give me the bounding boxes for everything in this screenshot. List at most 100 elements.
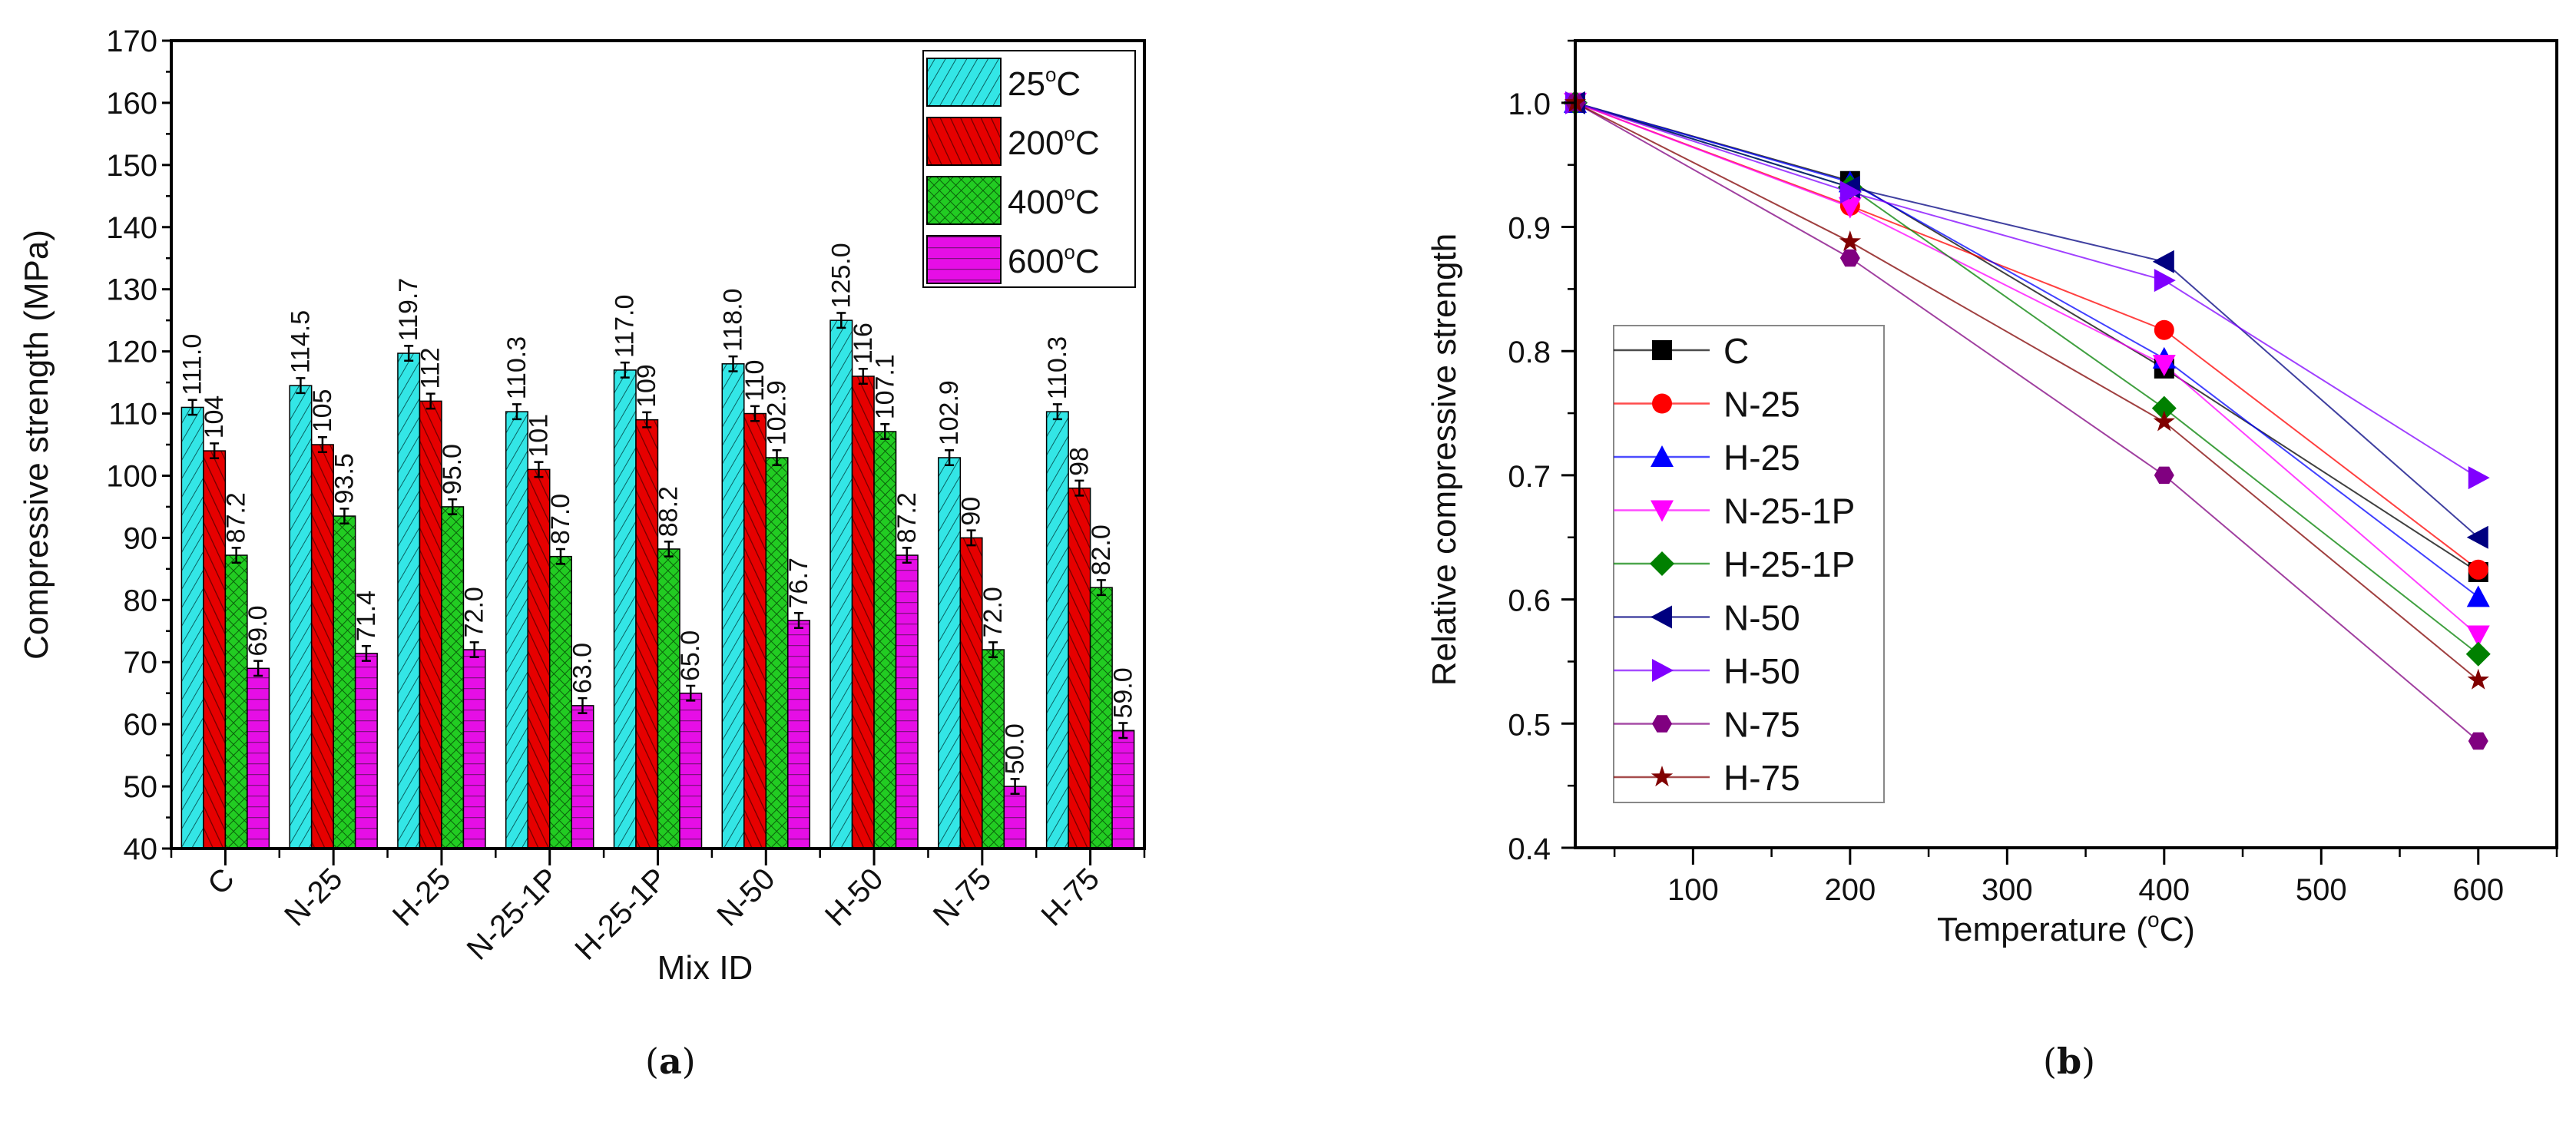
series-line-N-50 bbox=[1574, 101, 2479, 538]
y-tick-label: 70 bbox=[124, 646, 158, 680]
error-bar bbox=[858, 368, 868, 385]
error-bar bbox=[1118, 722, 1128, 740]
bar-600c-N-50 bbox=[787, 620, 811, 849]
legend-label-200c: 200oC bbox=[1008, 122, 1100, 162]
x-tick-label-N-25-1P: N-25-1P bbox=[461, 862, 565, 966]
y-tick-label: 130 bbox=[106, 273, 157, 307]
bar-600c-H-25-1P bbox=[679, 692, 703, 849]
data-point-N-75 bbox=[1839, 249, 1860, 267]
data-label: 98 bbox=[1065, 447, 1094, 476]
series-line-H-50 bbox=[1574, 101, 2479, 479]
y-tick-label: 1.0 bbox=[1508, 88, 1551, 121]
error-bar bbox=[1074, 479, 1084, 497]
bar-25c-C bbox=[180, 406, 204, 849]
data-label: 95.0 bbox=[438, 444, 467, 495]
bar-25c-H-25 bbox=[397, 352, 421, 849]
y-tick-label: 0.9 bbox=[1508, 212, 1551, 246]
data-label: 72.0 bbox=[460, 587, 489, 637]
data-label: 65.0 bbox=[676, 630, 705, 681]
y-tick-label: 40 bbox=[124, 832, 158, 866]
data-label: 112 bbox=[416, 347, 445, 389]
bar-200c-N-50 bbox=[743, 412, 767, 849]
error-bar bbox=[1096, 579, 1106, 597]
series-line-H-75 bbox=[1574, 101, 2479, 681]
celsius-c: C bbox=[1056, 65, 1081, 103]
bar-400c-N-25-1P bbox=[548, 555, 572, 849]
error-bar bbox=[361, 644, 371, 662]
data-label: 109 bbox=[632, 364, 661, 408]
y-tick-label: 60 bbox=[124, 708, 158, 742]
data-label: 63.0 bbox=[568, 643, 597, 693]
data-point-N-25-1P bbox=[2466, 625, 2490, 647]
legend-label-H-25: H-25 bbox=[1723, 438, 1800, 478]
y-tick-label: 0.4 bbox=[1508, 832, 1551, 866]
data-label: 87.0 bbox=[546, 494, 575, 544]
panel-letter-a: a bbox=[658, 1041, 682, 1082]
error-bar bbox=[750, 405, 760, 422]
panel-letter-b: b bbox=[2056, 1041, 2082, 1082]
error-bar bbox=[555, 548, 565, 565]
error-bar bbox=[425, 392, 435, 410]
data-label: 111.0 bbox=[178, 334, 207, 395]
x-axis-title-end: C) bbox=[2160, 911, 2195, 948]
data-label: 59.0 bbox=[1108, 667, 1137, 718]
degree-sign: o bbox=[2147, 908, 2160, 931]
y-tick-label: 120 bbox=[106, 336, 157, 369]
legend-temp: 600 bbox=[1008, 243, 1064, 280]
data-point-N-25 bbox=[2154, 319, 2174, 340]
legend-marker-H-25 bbox=[1651, 445, 1674, 467]
data-label: 118.0 bbox=[719, 289, 748, 352]
bar-25c-N-25-1P bbox=[505, 411, 528, 849]
x-tick-label: 200 bbox=[1824, 873, 1876, 907]
data-label: 69.0 bbox=[243, 605, 273, 656]
y-tick-label: 50 bbox=[124, 770, 158, 804]
data-label: 82.0 bbox=[1087, 524, 1116, 575]
error-bar bbox=[902, 547, 912, 564]
y-axis-title: Relative compressive strength bbox=[1425, 233, 1463, 686]
x-tick-label: 400 bbox=[2138, 873, 2190, 907]
series-line-N-25-1P bbox=[1574, 101, 2479, 637]
bar-600c-N-25 bbox=[354, 653, 378, 849]
legend-label-400c: 400oC bbox=[1008, 181, 1100, 221]
data-point-N-75 bbox=[2468, 732, 2488, 750]
legend-swatch-200c bbox=[926, 117, 1002, 166]
legend-swatch-600c bbox=[926, 235, 1002, 284]
y-tick-label: 140 bbox=[106, 211, 157, 245]
error-bar bbox=[296, 377, 306, 395]
bar-25c-H-50 bbox=[829, 319, 853, 849]
line-chart-relative-strength: 0.4 0.5 0.6 0.7 0.8 0.9 1.0 100 200 300 400 500 600 T… bbox=[1425, 39, 2558, 948]
celsius-c: C bbox=[1075, 184, 1100, 221]
error-bar bbox=[578, 697, 588, 714]
error-bar bbox=[794, 612, 804, 629]
error-bar bbox=[1052, 403, 1062, 421]
error-bar bbox=[988, 641, 998, 659]
bar-600c-N-25-1P bbox=[571, 705, 594, 849]
bar-600c-H-25 bbox=[462, 649, 486, 849]
y-tick-label: 150 bbox=[106, 149, 157, 183]
data-point-H-25-1P bbox=[2465, 641, 2491, 667]
data-label: 87.2 bbox=[222, 492, 251, 543]
data-label: 76.7 bbox=[784, 558, 813, 608]
data-label: 107.1 bbox=[870, 354, 899, 419]
legend-marker-N-50 bbox=[1651, 605, 1672, 629]
x-tick-label-H-50: H-50 bbox=[819, 862, 889, 932]
data-point-H-25-1P bbox=[2151, 395, 2177, 421]
legend: C N-25 H-25 N-25-1P H-25-1P N-50 H-50 N-75 H-75 bbox=[1613, 325, 1885, 803]
paren-close: ) bbox=[2081, 1041, 2096, 1082]
y-tick-label: 170 bbox=[106, 25, 157, 58]
legend-marker-C bbox=[1652, 340, 1672, 360]
degree-sign: o bbox=[1064, 122, 1074, 145]
error-bar bbox=[210, 442, 220, 460]
data-point-H-75 bbox=[1839, 230, 1862, 252]
error-bar bbox=[620, 361, 630, 379]
data-label: 110.3 bbox=[502, 336, 531, 400]
data-point-N-50 bbox=[2152, 250, 2174, 273]
paren-open: ( bbox=[2043, 1041, 2057, 1082]
data-label: 102.9 bbox=[763, 380, 792, 445]
y-tick-label: 80 bbox=[124, 584, 158, 617]
degree-sign: o bbox=[1045, 63, 1056, 86]
legend-marker-N-25 bbox=[1652, 393, 1672, 414]
data-label: 101 bbox=[524, 414, 553, 458]
error-bar bbox=[231, 547, 241, 564]
